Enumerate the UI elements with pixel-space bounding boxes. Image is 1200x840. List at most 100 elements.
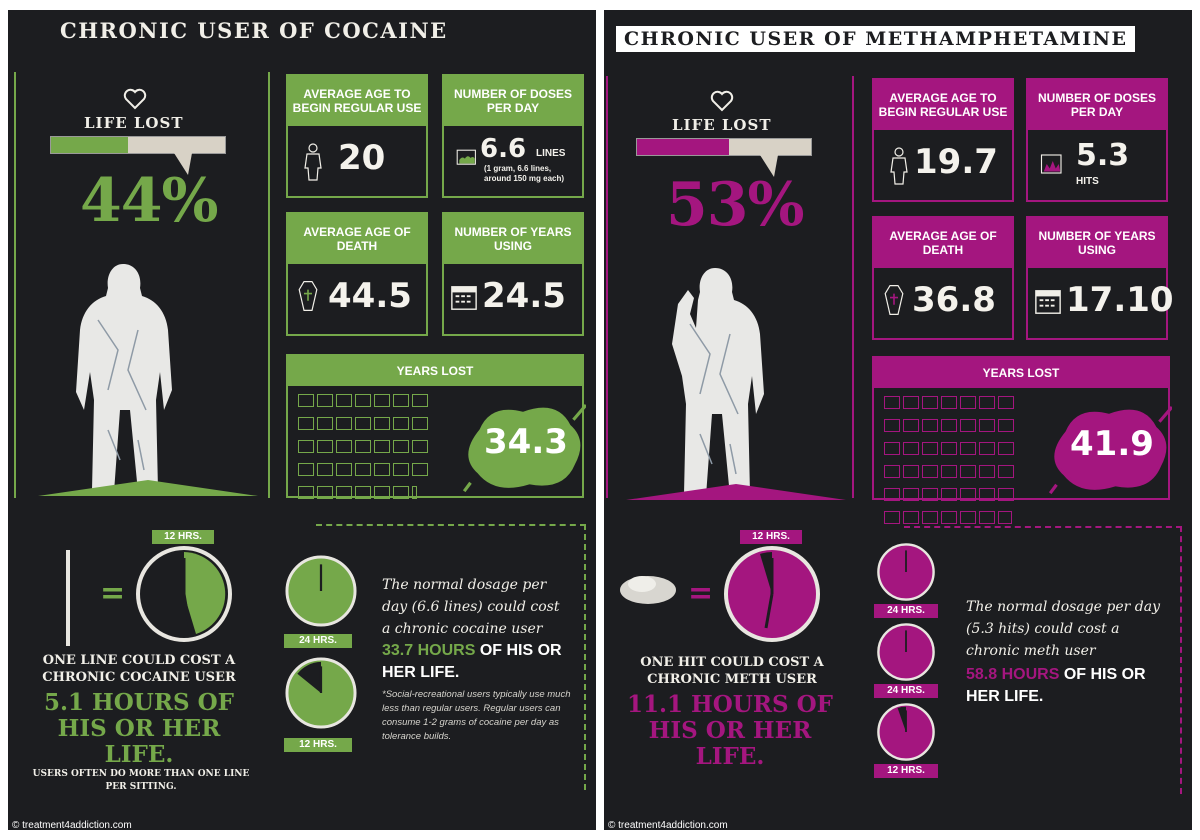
life-lost-percent: 44% bbox=[80, 166, 219, 236]
year-calendar-icon bbox=[355, 417, 371, 430]
cost-intro: ONE HIT COULD COST A CHRONIC METH USER bbox=[640, 655, 824, 687]
card-years-using: NUMBER OF YEARS USING 24.5 bbox=[442, 212, 584, 336]
meth-crystals-icon bbox=[1040, 154, 1062, 174]
card-age-begin: AVERAGE AGE TO BEGIN REGULAR USE 19.7 bbox=[872, 78, 1014, 202]
year-calendar-icon bbox=[336, 440, 352, 453]
coffin-icon bbox=[298, 281, 318, 311]
year-calendar-icon bbox=[412, 440, 428, 453]
years-lost-label: YEARS LOST bbox=[288, 356, 582, 386]
year-calendar-icon bbox=[922, 488, 938, 501]
card-age-death: AVERAGE AGE OF DEATH 44.5 bbox=[286, 212, 428, 336]
clock-icon bbox=[285, 555, 357, 627]
card-label: AVERAGE AGE TO BEGIN REGULAR USE bbox=[874, 80, 1012, 130]
bar-pointer bbox=[174, 153, 192, 175]
year-calendar-icon bbox=[960, 511, 976, 524]
year-calendar-icon bbox=[374, 417, 390, 430]
year-calendar-icon bbox=[979, 419, 995, 432]
year-calendar-icon bbox=[355, 486, 371, 499]
year-calendar-icon bbox=[998, 488, 1014, 501]
year-calendar-icon bbox=[393, 463, 409, 476]
year-calendar-icon bbox=[374, 440, 390, 453]
years-lost-value: 41.9 bbox=[1070, 424, 1154, 464]
card-label: AVERAGE AGE OF DEATH bbox=[288, 214, 426, 264]
partial-year-calendar-icon bbox=[998, 511, 1013, 524]
ground-shadow bbox=[38, 480, 258, 496]
cost-note: USERS OFTEN DO MORE THAN ONE LINE PER SI… bbox=[32, 769, 250, 792]
year-calendar-icon bbox=[903, 511, 919, 524]
year-calendar-icon bbox=[960, 488, 976, 501]
info-frame bbox=[316, 524, 586, 790]
card-value: 24.5 bbox=[482, 276, 566, 316]
year-calendar-icon bbox=[979, 396, 995, 409]
year-calendar-icon bbox=[979, 488, 995, 501]
person-icon bbox=[304, 143, 322, 181]
year-calendar-icon bbox=[998, 442, 1014, 455]
year-calendar-icon bbox=[884, 396, 900, 409]
year-calendar-icon bbox=[298, 463, 314, 476]
year-calendar-icon bbox=[374, 486, 390, 499]
year-calendar-icon bbox=[298, 440, 314, 453]
card-value: 44.5 bbox=[328, 276, 412, 316]
year-calendar-icon bbox=[393, 440, 409, 453]
year-calendar-icon bbox=[960, 465, 976, 478]
year-calendar-icon bbox=[998, 396, 1014, 409]
year-calendar-icon bbox=[298, 417, 314, 430]
life-lost-bar bbox=[50, 136, 226, 154]
clock-icon bbox=[136, 546, 232, 642]
year-calendar-icon bbox=[960, 396, 976, 409]
clock-label: 12 HRS. bbox=[874, 764, 938, 778]
card-label: AVERAGE AGE TO BEGIN REGULAR USE bbox=[288, 76, 426, 126]
years-lost-box: YEARS LOST 34.3 bbox=[286, 354, 586, 499]
info-highlight: 33.7 HOURS bbox=[382, 642, 476, 659]
year-calendar-icon bbox=[336, 417, 352, 430]
card-label: NUMBER OF DOSES PER DAY bbox=[444, 76, 582, 126]
credit: © treatment4addiction.com bbox=[12, 820, 132, 830]
clock-label: 24 HRS. bbox=[874, 684, 938, 698]
year-calendar-icon bbox=[412, 394, 428, 407]
year-calendar-icon bbox=[412, 463, 428, 476]
card-age-begin: AVERAGE AGE TO BEGIN REGULAR USE 20 bbox=[286, 74, 428, 198]
year-calendar-icon bbox=[941, 511, 957, 524]
year-calendar-icon bbox=[903, 488, 919, 501]
equals-sign: = bbox=[688, 576, 714, 611]
card-value: 19.7 bbox=[914, 142, 998, 182]
year-calendar-icon bbox=[998, 465, 1014, 478]
card-value: 6.6 bbox=[480, 134, 527, 164]
card-subtext: (1 gram, 6.6 lines, around 150 mg each) bbox=[484, 164, 565, 183]
year-calendar-icon bbox=[903, 442, 919, 455]
cost-hours: 5.1 HOURS OF HIS OR HER LIFE. bbox=[44, 689, 234, 768]
year-calendar-icon bbox=[979, 511, 995, 524]
card-years-using: NUMBER OF YEARS USING 17.10 bbox=[1026, 216, 1174, 340]
year-calendar-icon bbox=[884, 511, 900, 524]
card-age-death: AVERAGE AGE OF DEATH 36.8 bbox=[872, 216, 1014, 340]
year-calendar-icon bbox=[355, 440, 371, 453]
year-calendar-icon bbox=[960, 419, 976, 432]
calendar-icon bbox=[451, 286, 477, 310]
panel-title: CHRONIC USER OF METHAMPHETAMINE bbox=[616, 26, 1136, 52]
year-calendar-icon bbox=[393, 486, 409, 499]
clock-label: 24 HRS. bbox=[284, 634, 352, 648]
year-calendar-icon bbox=[298, 486, 314, 499]
life-lost-label: LIFE LOST bbox=[672, 116, 772, 134]
info-tail: OF HIS OR HER LIFE. bbox=[382, 642, 562, 681]
cost-intro: ONE LINE COULD COST A CHRONIC COCAINE US… bbox=[42, 653, 236, 685]
coffin-icon bbox=[884, 285, 904, 315]
year-calendar-icon bbox=[979, 442, 995, 455]
life-lost-bar-fill bbox=[51, 137, 128, 153]
year-calendar-icon bbox=[317, 463, 333, 476]
year-calendar-grid bbox=[884, 396, 1034, 534]
heart-icon bbox=[123, 88, 147, 110]
clock-icon bbox=[877, 623, 935, 681]
year-calendar-icon bbox=[922, 396, 938, 409]
year-calendar-icon bbox=[412, 417, 428, 430]
card-doses: NUMBER OF DOSES PER DAY 5.3 HITS bbox=[1026, 78, 1168, 202]
info-tail: OF HIS OR HER LIFE. bbox=[966, 666, 1146, 705]
year-calendar-icon bbox=[355, 394, 371, 407]
partial-year-calendar-icon bbox=[412, 486, 417, 499]
year-calendar-icon bbox=[317, 486, 333, 499]
clock-label: 12 HRS. bbox=[740, 530, 802, 544]
card-label: NUMBER OF YEARS USING bbox=[1028, 218, 1166, 268]
clock-label: 12 HRS. bbox=[152, 530, 214, 544]
year-calendar-icon bbox=[336, 463, 352, 476]
card-unit: LINES bbox=[536, 148, 566, 159]
